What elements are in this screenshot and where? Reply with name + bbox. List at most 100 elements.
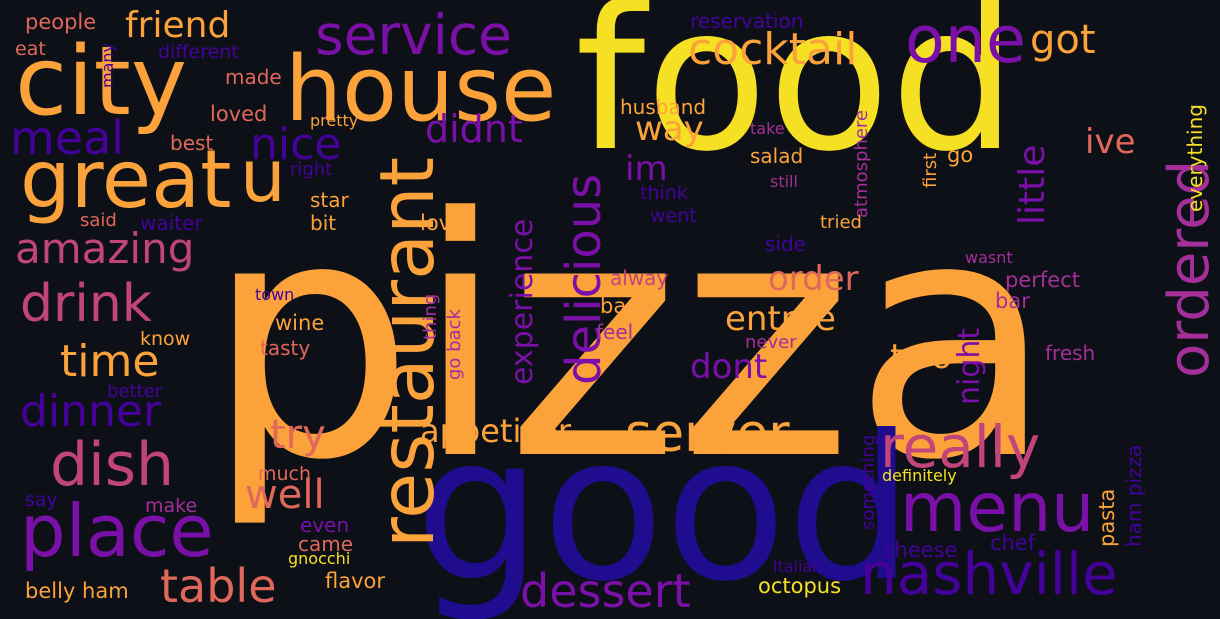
word-house: house bbox=[285, 37, 557, 142]
word-never: never bbox=[745, 332, 797, 353]
word-entree: entree bbox=[725, 299, 836, 339]
word-delicious: delicious bbox=[556, 173, 612, 385]
word-belly-ham: belly ham bbox=[25, 579, 129, 603]
word-tasty: tasty bbox=[260, 336, 311, 360]
word-service: service bbox=[315, 3, 513, 67]
word-great: great bbox=[20, 133, 232, 226]
word-loved: loved bbox=[210, 102, 268, 126]
word-different: different bbox=[158, 41, 239, 63]
word-town: town bbox=[255, 285, 295, 304]
word-tried: tried bbox=[820, 212, 862, 233]
word-appetizer: appetizer bbox=[420, 412, 571, 450]
word-say: say bbox=[25, 489, 58, 511]
word-everything: everything bbox=[1183, 104, 1207, 212]
word-octopus: octopus bbox=[758, 574, 842, 598]
word-made: made bbox=[225, 65, 282, 89]
word-nashville: nashville bbox=[860, 540, 1118, 608]
word-definitely: definitely bbox=[882, 466, 957, 485]
word-im: im bbox=[625, 149, 668, 189]
word-something: something bbox=[858, 434, 879, 530]
word-go-back: go back bbox=[444, 309, 465, 380]
word-didnt: didnt bbox=[425, 107, 523, 151]
word-husband: husband bbox=[620, 95, 707, 119]
word-right: right bbox=[290, 159, 333, 180]
word-city: city bbox=[15, 27, 188, 137]
word-cocktail: cocktail bbox=[688, 24, 858, 75]
word-thing: thing bbox=[420, 293, 441, 340]
word-gnocchi: gnocchi bbox=[288, 549, 351, 568]
word-dish: dish bbox=[50, 430, 175, 500]
word-think: think bbox=[640, 182, 688, 204]
word-said: said bbox=[80, 210, 117, 231]
word-way: way bbox=[635, 109, 704, 149]
word-even: even bbox=[300, 513, 350, 537]
word-fresh: fresh bbox=[1045, 341, 1096, 365]
word-chef: chef bbox=[990, 531, 1036, 555]
word-eat: eat bbox=[15, 38, 46, 60]
word-experience: experience bbox=[505, 218, 540, 385]
word-bar: bar bbox=[995, 289, 1030, 313]
word-feel: feel bbox=[596, 320, 634, 344]
word-ive: ive bbox=[1085, 122, 1136, 162]
word-know: know bbox=[140, 328, 191, 350]
word-better: better bbox=[107, 381, 163, 402]
word-pasta: pasta bbox=[1095, 488, 1119, 547]
word-first: first bbox=[920, 152, 941, 188]
word-place: place bbox=[20, 489, 214, 573]
word-cheese: cheese bbox=[883, 538, 958, 562]
word-friend: friend bbox=[125, 5, 231, 46]
word-nice: nice bbox=[250, 119, 342, 170]
word-little: little bbox=[1012, 144, 1053, 225]
word-alway: alway bbox=[610, 266, 669, 290]
word-dinner: dinner bbox=[20, 386, 162, 437]
word-ham-pizza: ham pizza bbox=[1122, 444, 1146, 547]
word-italian: italian bbox=[773, 557, 823, 576]
word-pretty: pretty bbox=[310, 111, 359, 130]
word-make: make bbox=[145, 495, 198, 517]
word-go: go bbox=[947, 143, 974, 167]
word-many: many bbox=[98, 43, 117, 88]
word-try: try bbox=[270, 412, 326, 458]
word-take: take bbox=[750, 119, 785, 138]
word-waiter: waiter bbox=[140, 211, 203, 235]
word-one: one bbox=[905, 3, 1026, 78]
word-drink: drink bbox=[20, 274, 152, 334]
word-star: star bbox=[310, 188, 349, 212]
word-flavor: flavor bbox=[325, 569, 386, 593]
word-server: server bbox=[625, 404, 790, 464]
word-bit: bit bbox=[310, 211, 337, 235]
word-food: food bbox=[575, 0, 1018, 196]
word-people: people bbox=[25, 10, 97, 34]
word-time: time bbox=[60, 336, 160, 387]
word-went: went bbox=[650, 205, 697, 227]
word-wasnt: wasnt bbox=[965, 248, 1013, 267]
word-u: u bbox=[240, 134, 286, 218]
word-much: much bbox=[258, 463, 312, 485]
word-still: still bbox=[770, 172, 798, 191]
word-dont: dont bbox=[690, 347, 768, 387]
word-two: two bbox=[890, 337, 952, 377]
word-best: best bbox=[170, 131, 214, 155]
word-order: order bbox=[768, 259, 859, 299]
word-back: back bbox=[600, 294, 650, 318]
word-good: good bbox=[415, 393, 914, 619]
word-pizza: pizza bbox=[205, 148, 1055, 532]
word-really: really bbox=[880, 413, 1041, 481]
word-got: got bbox=[1030, 17, 1096, 63]
word-side: side bbox=[765, 232, 806, 256]
word-atmosphere: atmosphere bbox=[851, 110, 872, 218]
word-love: love bbox=[420, 211, 465, 235]
word-table: table bbox=[160, 559, 277, 613]
word-well: well bbox=[245, 472, 325, 518]
word-salad: salad bbox=[750, 144, 804, 168]
word-wine: wine bbox=[275, 311, 325, 335]
word-menu: menu bbox=[900, 469, 1095, 548]
word-came: came bbox=[298, 532, 354, 556]
word-night: night bbox=[952, 327, 987, 405]
word-amazing: amazing bbox=[15, 224, 195, 273]
word-reservation: reservation bbox=[690, 9, 804, 33]
word-dessert: dessert bbox=[520, 564, 691, 618]
word-perfect: perfect bbox=[1005, 268, 1080, 292]
word-meal: meal bbox=[10, 111, 125, 165]
